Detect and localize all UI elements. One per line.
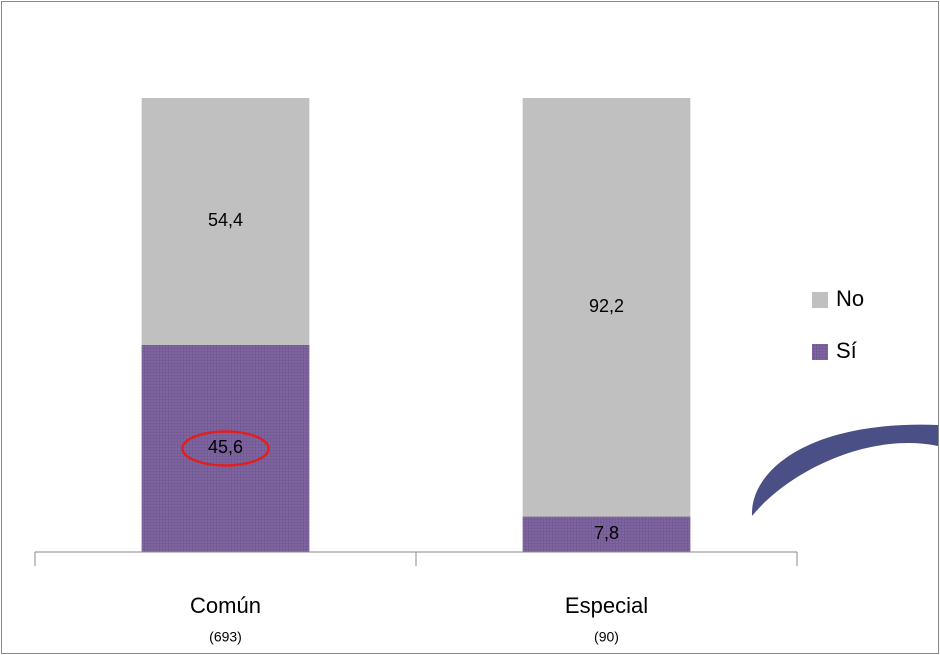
legend-label: No (836, 286, 864, 311)
bar-texture (522, 516, 691, 552)
bar-segment (522, 98, 691, 517)
legend-label: Sí (836, 338, 857, 363)
x-tick-label: Especial (565, 593, 648, 618)
annotation-ellipse (181, 430, 270, 467)
legend-swatch (812, 292, 828, 308)
value-label: 7,8 (594, 523, 619, 543)
value-label: 45,6 (208, 437, 243, 457)
value-label: 92,2 (589, 296, 624, 316)
value-label: 54,4 (208, 210, 243, 230)
x-tick-sublabel: (90) (594, 629, 619, 645)
x-tick-sublabel: (693) (209, 629, 242, 645)
bar-texture (141, 344, 310, 552)
x-tick-label: Común (190, 593, 261, 618)
decorative-swoosh (751, 424, 938, 516)
bar-segment (141, 98, 310, 345)
legend-swatch-texture (812, 344, 828, 360)
